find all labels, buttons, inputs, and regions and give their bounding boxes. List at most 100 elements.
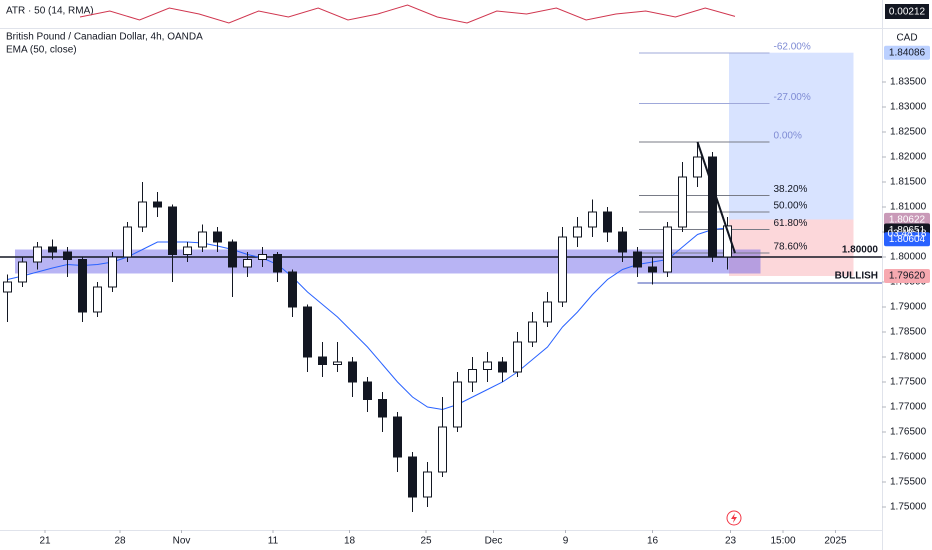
indicator-label: EMA (50, close) [6,45,77,56]
candle-body [93,286,102,313]
price-tag: 1.80604 [889,234,926,245]
y-tick-label: 1.83000 [890,102,927,113]
atr-value: 0.00212 [889,7,926,18]
candle-body [423,471,432,498]
candle-body [648,266,657,273]
candle-body [183,246,192,255]
candle-body [348,361,357,383]
candle-body [453,381,462,428]
candle-body [108,256,117,288]
x-tick-label: 23 [725,536,737,547]
fib-label: -62.00% [774,42,811,53]
candle-body [408,456,417,498]
candle-body [483,361,492,370]
fib-label: 78.60% [774,242,808,253]
atr-label: ATR · 50 (14, RMA) [6,6,94,17]
x-tick-label: 11 [268,536,279,547]
candle-body [318,356,327,365]
lightning-icon[interactable] [726,510,742,526]
candle-body [663,226,672,273]
y-tick-label: 1.79000 [890,302,927,313]
candle-body [693,156,702,178]
x-tick-label: Nov [173,536,191,547]
candle-body [48,246,57,253]
chart-title: British Pound / Canadian Dollar, 4h, OAN… [6,32,203,43]
candle-body [603,211,612,233]
candle-body [63,251,72,260]
candle-body [513,341,522,373]
stop-tag-box [884,269,930,283]
candle-body [468,369,477,383]
y-tick-label: 1.77500 [890,377,927,388]
candle-body [498,361,507,373]
candle-body [393,416,402,458]
candle-body [303,306,312,358]
x-tick-label: Dec [485,536,503,547]
y-tick-label: 1.80000 [890,252,927,263]
fib-label: 50.00% [774,201,808,212]
y-tick-label: 1.78500 [890,327,927,338]
y-tick-label: 1.77000 [890,402,927,413]
candle-body [708,156,717,258]
price-tag: 1.80622 [889,215,926,226]
x-tick-label: 25 [420,536,432,547]
candle-body [213,231,222,243]
candle-body [138,201,147,228]
bullish-label: BULLISH [835,271,878,282]
target-zone [729,52,854,220]
y-tick-label: 1.75500 [890,477,927,488]
target-tag: 1.84086 [889,47,926,58]
price-tag: 1.80651 [889,225,926,236]
candle-body [378,399,387,418]
y-tick-label: 1.83500 [890,77,927,88]
x-tick-label: 2025 [824,536,847,547]
candle-body [198,231,207,248]
stop-zone [729,219,854,276]
fib-label: 0.00% [774,131,802,142]
candle-body [123,226,132,258]
candle-body [558,236,567,303]
candle-body [153,201,162,208]
candle-body [273,254,282,273]
candle-body [288,271,297,308]
candle-body [78,259,87,313]
target-tag-box [884,45,930,60]
candle-body [528,321,537,343]
candle-body [618,231,627,253]
x-tick-label: 16 [647,536,659,547]
x-tick-label: 21 [39,536,51,547]
fib-label: 38.20% [774,184,808,195]
candle-body [633,251,642,268]
candle-body [333,361,342,365]
y-tick-label: 1.78000 [890,352,927,363]
candle-body [168,206,177,255]
candle-body [243,259,252,268]
y-tick-label: 1.76500 [890,427,927,438]
candle-body [573,226,582,238]
fib-label: 61.80% [774,218,808,229]
y-tick-label: 1.75000 [890,502,927,513]
y-tick-label: 1.82500 [890,127,927,138]
countdown: 03:48:18 [888,229,927,240]
candle-body [678,176,687,228]
candle-body [228,241,237,268]
fib-label: -27.00% [774,92,811,103]
x-tick-label: 28 [114,536,126,547]
atr-value-box [885,4,929,19]
y-tick-label: 1.82000 [890,152,927,163]
candle-body [543,301,552,323]
x-tick-label: 9 [563,536,569,547]
candle-body [18,261,27,283]
candle-body [588,211,597,228]
atr-line [79,4,736,24]
y-tick-label: 1.76000 [890,452,927,463]
currency: CAD [896,33,917,44]
candle-body [33,246,42,263]
y-tick-label: 1.81000 [890,202,927,213]
y-tick-label: 1.81500 [890,177,927,188]
x-tick-label: 18 [344,536,356,547]
candle-body [3,281,12,293]
level-label: 1.80000 [842,245,879,256]
